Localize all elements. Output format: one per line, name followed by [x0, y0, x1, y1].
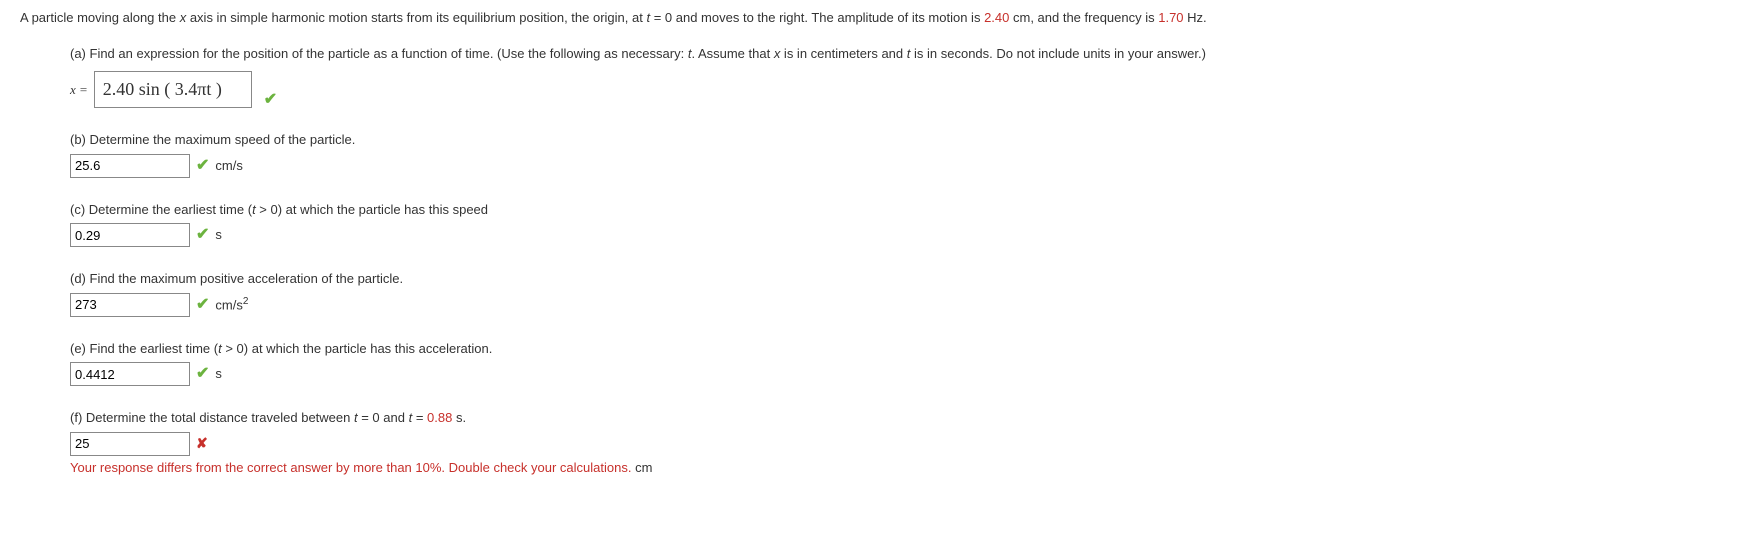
part-f-timeval: 0.88 [427, 410, 452, 425]
part-f-unit: cm [631, 460, 652, 475]
check-icon: ✔ [264, 91, 277, 108]
part-d-unit-pre: cm/s [215, 297, 242, 312]
intro-text-4: cm, and the frequency is [1009, 10, 1158, 25]
part-d-input[interactable] [70, 293, 190, 317]
intro-text-5: Hz. [1184, 10, 1207, 25]
part-c: (c) Determine the earliest time (t > 0) … [70, 200, 1739, 248]
part-d-prompt: (d) Find the maximum positive accelerati… [70, 269, 1739, 289]
problem-statement: A particle moving along the x axis in si… [20, 8, 1739, 28]
part-e-input[interactable] [70, 362, 190, 386]
x-equals-label: x = [70, 80, 88, 100]
part-c-unit: s [215, 225, 222, 245]
part-a: (a) Find an expression for the position … [70, 44, 1739, 109]
part-c-gt0: > 0) at which the particle has this spee… [256, 202, 488, 217]
feedback-text: Your response differs from the correct a… [70, 460, 631, 475]
x-icon: ✘ [196, 433, 208, 454]
part-a-incm: is in centimeters and [780, 46, 906, 61]
intro-text-1: A particle moving along the [20, 10, 180, 25]
part-e-prompt: (e) Find the earliest time (t > 0) at wh… [70, 339, 1739, 359]
part-f-eqval: = [412, 410, 427, 425]
check-icon: ✔ [196, 223, 209, 247]
intro-text-3: = 0 and moves to the right. The amplitud… [650, 10, 984, 25]
part-a-prompt: (a) Find an expression for the position … [70, 44, 1739, 64]
part-f-stxt: s. [452, 410, 466, 425]
part-a-prompt-mid: . Assume that [691, 46, 773, 61]
part-a-ins: is in seconds. Do not include units in y… [910, 46, 1206, 61]
part-c-prompt: (c) Determine the earliest time (t > 0) … [70, 200, 1739, 220]
part-b: (b) Determine the maximum speed of the p… [70, 130, 1739, 178]
part-f-feedback: Your response differs from the correct a… [70, 458, 1739, 478]
part-e-unit: s [215, 364, 222, 384]
expression-input[interactable]: 2.40 sin ( 3.4πt ) [94, 71, 252, 108]
part-f-prompt-pre: (f) Determine the total distance travele… [70, 410, 354, 425]
part-b-prompt: (b) Determine the maximum speed of the p… [70, 130, 1739, 150]
part-a-prompt-pre: (a) Find an expression for the position … [70, 46, 688, 61]
intro-text-2: axis in simple harmonic motion starts fr… [186, 10, 646, 25]
part-d-unit-sup: 2 [243, 296, 249, 307]
part-e-prompt-pre: (e) Find the earliest time ( [70, 341, 218, 356]
amplitude-value: 2.40 [984, 10, 1009, 25]
part-f-input[interactable] [70, 432, 190, 456]
check-icon: ✔ [196, 362, 209, 386]
part-d: (d) Find the maximum positive accelerati… [70, 269, 1739, 317]
part-f-eq0: = 0 and [358, 410, 409, 425]
part-f-prompt: (f) Determine the total distance travele… [70, 408, 1739, 428]
check-icon: ✔ [196, 154, 209, 178]
check-icon: ✔ [196, 293, 209, 317]
part-b-unit: cm/s [215, 156, 242, 176]
part-f: (f) Determine the total distance travele… [70, 408, 1739, 477]
frequency-value: 1.70 [1158, 10, 1183, 25]
part-b-input[interactable] [70, 154, 190, 178]
part-c-prompt-pre: (c) Determine the earliest time ( [70, 202, 252, 217]
part-c-input[interactable] [70, 223, 190, 247]
part-d-unit: cm/s2 [215, 294, 248, 315]
part-e-gt0: > 0) at which the particle has this acce… [222, 341, 493, 356]
part-e: (e) Find the earliest time (t > 0) at wh… [70, 339, 1739, 387]
